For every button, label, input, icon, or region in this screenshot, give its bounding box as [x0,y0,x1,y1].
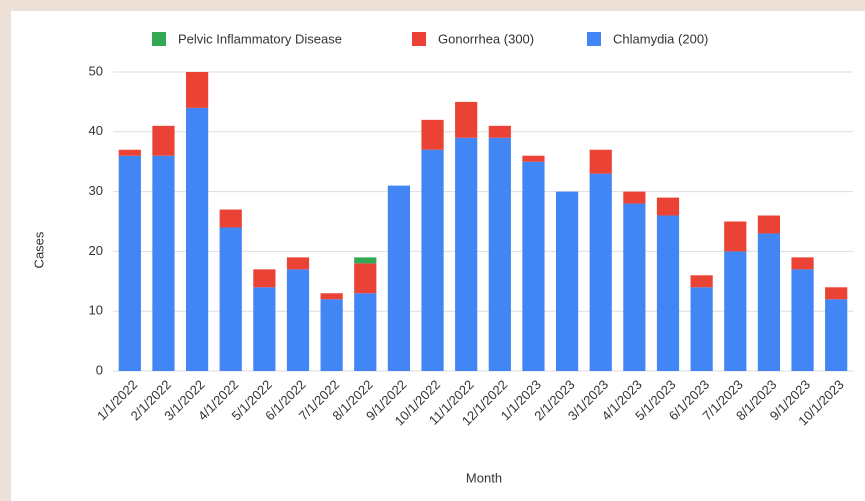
bar-segment [354,293,377,371]
bar-segment [118,149,141,156]
bar-segment [152,155,175,371]
bar-segment [555,191,579,371]
legend-label: Chlamydia (200) [613,31,708,46]
bar-segment [219,227,242,371]
bar-segment [791,257,814,270]
legend-swatch [412,32,426,46]
bar-segment [656,215,680,371]
y-tick-label: 50 [89,63,103,78]
legend-label: Gonorrhea (300) [438,31,534,46]
bar-segment [354,263,377,294]
bar-segment [522,155,545,162]
bar-segment [690,275,713,288]
bar-segment [623,191,646,204]
bar-segment [286,269,310,371]
bar-segment [320,299,343,371]
bar-segment [589,149,612,174]
legend-label: Pelvic Inflammatory Disease [178,31,342,46]
bar-segment [589,173,612,371]
bar-segment [724,251,747,371]
y-tick-label: 20 [89,243,103,258]
bar-segment [219,209,242,228]
bar-segment [455,101,478,138]
bar-segment [118,155,141,371]
y-tick-label: 30 [89,183,103,198]
bar-segment [791,269,814,371]
bar-segment [488,125,511,138]
y-axis-title: Cases [31,231,46,268]
bar-segment [185,107,209,371]
bar-segment [690,287,713,371]
bar-segment [354,257,377,264]
bar-segment [656,197,680,216]
bar-segment [320,293,343,300]
bar-segment [421,149,444,371]
bar-segment [421,119,444,150]
bar-segment [757,233,781,371]
legend-swatch [152,32,166,46]
y-tick-label: 40 [89,123,103,138]
bar-segment [825,287,848,300]
bar-segment [387,185,411,371]
bar-segment [488,137,511,371]
bar-segment [152,125,175,156]
bar-segment [185,72,209,108]
bar-segment [623,203,646,371]
bar-segment [286,257,310,270]
legend-swatch [587,32,601,46]
bar-segment [253,269,276,288]
bar-segment [253,287,276,371]
bar-segment [455,137,478,371]
bar-segment [522,161,545,371]
x-axis-title: Month [466,470,502,485]
bar-segment [757,215,781,234]
bar-segment [825,299,848,371]
bar-segment [724,221,747,252]
y-tick-label: 10 [89,303,103,318]
y-tick-label: 0 [96,362,103,377]
